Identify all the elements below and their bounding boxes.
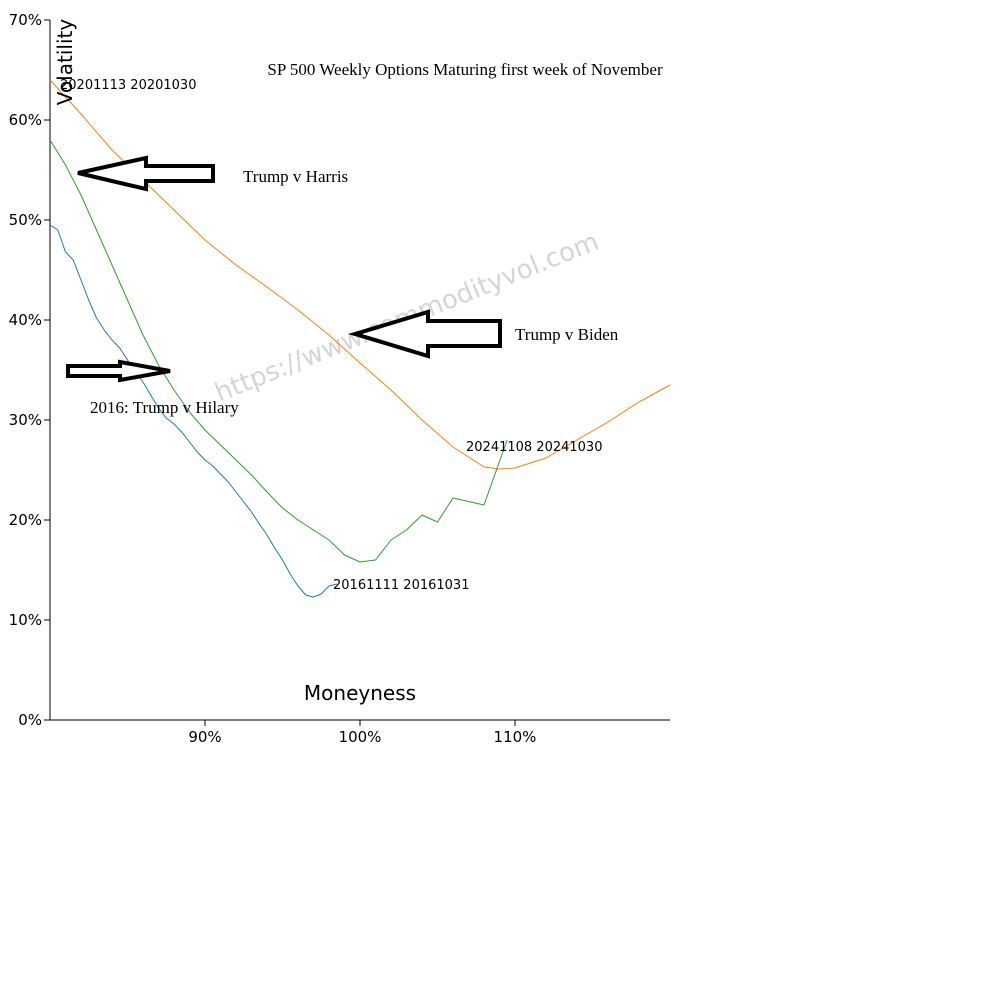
y-tick-label: 10% xyxy=(9,611,42,629)
x-tick-label: 100% xyxy=(339,728,382,746)
series-label-2024: 20241108 20241030 xyxy=(466,440,602,455)
y-tick-label: 60% xyxy=(9,111,42,129)
chart-title: SP 500 Weekly Options Maturing first wee… xyxy=(267,60,663,79)
y-tick-label: 50% xyxy=(9,211,42,229)
y-tick-label: 30% xyxy=(9,411,42,429)
y-tick-label: 70% xyxy=(9,11,42,29)
y-tick-label: 40% xyxy=(9,311,42,329)
x-tick-label: 90% xyxy=(188,728,221,746)
annotation-trump-v-hilary: 2016: Trump v Hilary xyxy=(90,398,239,417)
y-tick-label: 20% xyxy=(9,511,42,529)
y-axis-title: Volatility xyxy=(53,19,77,106)
x-ticks: 90% 100% 110% xyxy=(188,720,536,746)
y-ticks: 0% 10% 20% 30% 40% 50% 60% 70% xyxy=(9,11,50,729)
arrow-harris xyxy=(77,155,215,192)
arrow-biden xyxy=(348,309,502,359)
x-tick-label: 110% xyxy=(494,728,537,746)
series-line-20161111-20161031 xyxy=(49,224,337,598)
arrow-hilary xyxy=(66,359,171,383)
y-tick-label: 0% xyxy=(18,711,42,729)
series-line-20201113-20201030 xyxy=(49,79,671,470)
series-line-20241108-20241030 xyxy=(49,139,508,563)
series-label-2020: 20201113 20201030 xyxy=(60,78,196,93)
x-axis-title: Moneyness xyxy=(304,681,416,705)
series-label-2016: 20161111 20161031 xyxy=(333,578,469,593)
annotation-trump-v-biden: Trump v Biden xyxy=(515,325,619,344)
series-lines xyxy=(49,79,671,598)
annotation-trump-v-harris: Trump v Harris xyxy=(243,167,348,186)
